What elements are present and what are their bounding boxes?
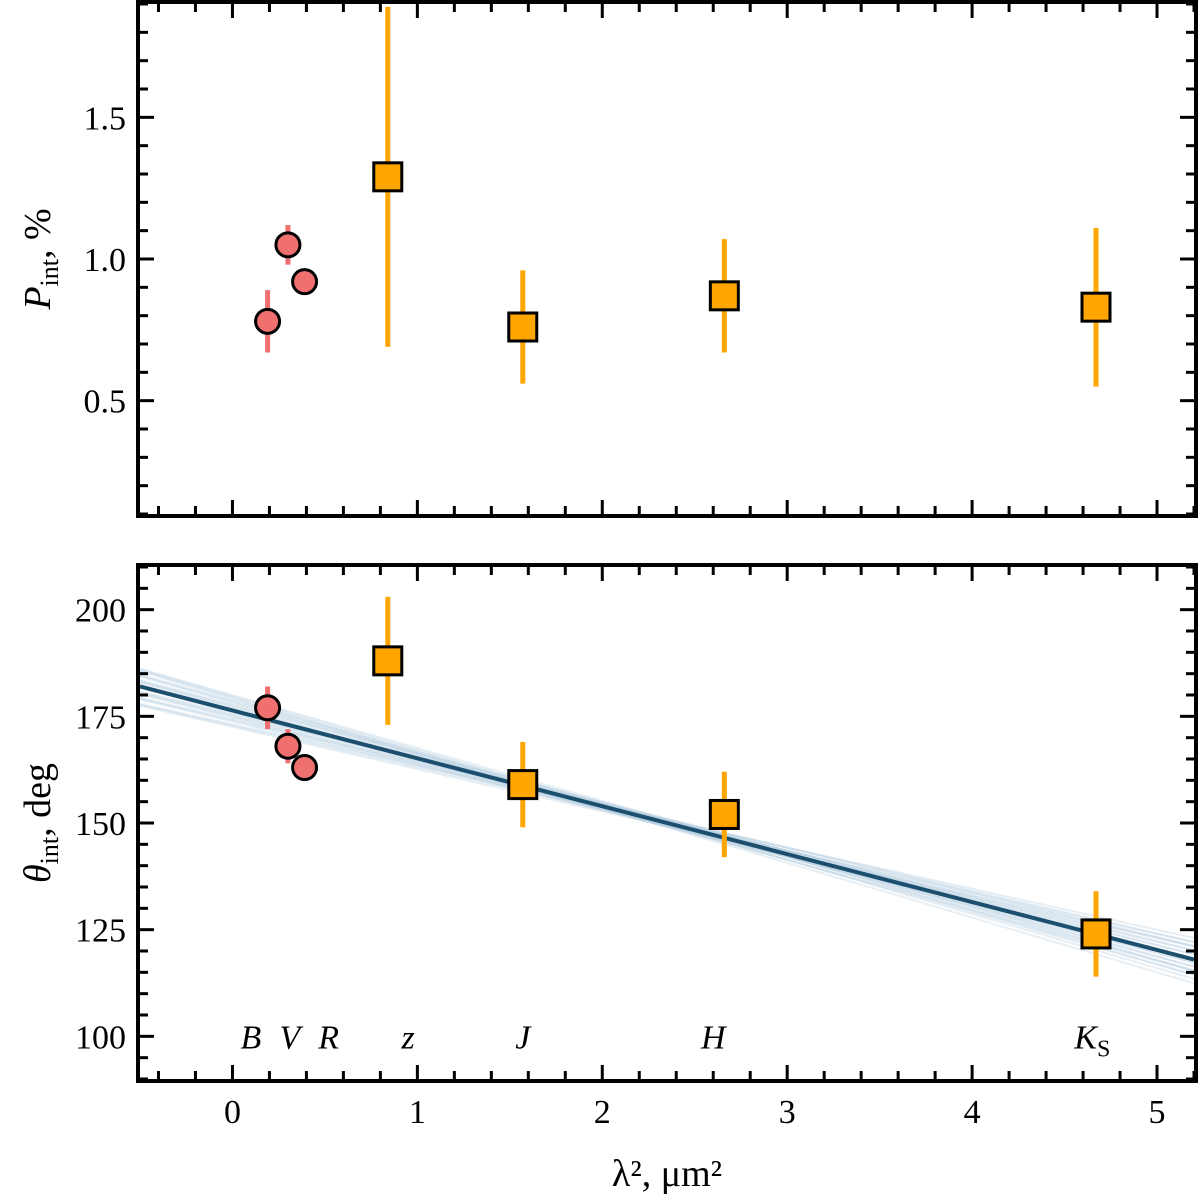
top-plot-content — [254, 6, 1112, 387]
data-point-circle — [254, 307, 282, 335]
y-tick-label: 125 — [75, 913, 126, 950]
top-ticks: 0.5 1.0 1.5 — [84, 2, 1196, 516]
top-panel-frame — [136, 0, 1198, 518]
data-point-circle — [291, 754, 319, 782]
fit-sample-line — [140, 667, 1194, 972]
fit-sample-line — [140, 673, 1194, 968]
data-point-square — [1080, 918, 1112, 950]
band-label: B — [241, 1019, 262, 1056]
band-label: J — [515, 1019, 532, 1056]
data-point-circle — [291, 268, 319, 296]
top-y-axis-title: Pint, % — [17, 208, 64, 310]
y-tick-label: 100 — [75, 1019, 126, 1056]
band-label: R — [317, 1019, 339, 1056]
data-point-square — [708, 798, 740, 830]
y-tick-label: 1.5 — [84, 100, 127, 137]
data-point-circle — [254, 694, 282, 722]
data-point-square — [708, 280, 740, 312]
fit-sample-line — [140, 704, 1194, 948]
fit-sample-line — [140, 696, 1194, 943]
band-label: H — [700, 1019, 728, 1056]
data-point-square — [372, 161, 404, 193]
bottom-plot-content — [140, 596, 1194, 985]
x-axis-title: λ², μm² — [612, 1153, 722, 1195]
bottom-panel-frame — [136, 563, 1198, 1083]
y-tick-label: 150 — [75, 806, 126, 843]
band-label: KS — [1073, 1019, 1110, 1062]
bottom-ticks: 0 1 2 3 4 5 100 125 150 175 200 — [75, 565, 1196, 1131]
top-panel: 0.5 1.0 1.5 Pint, % — [17, 0, 1198, 518]
fit-line — [140, 684, 1194, 962]
y-tick-label: 200 — [75, 593, 126, 630]
data-point-square — [372, 645, 404, 677]
y-tick-label: 1.0 — [84, 242, 127, 279]
data-point-square — [507, 311, 539, 343]
x-tick-label: 0 — [224, 1094, 241, 1131]
x-tick-label: 1 — [409, 1094, 426, 1131]
data-point-square — [507, 769, 539, 801]
x-tick-label: 3 — [779, 1094, 796, 1131]
fit-sample-line — [140, 670, 1194, 985]
x-tick-label: 2 — [594, 1094, 611, 1131]
x-tick-label: 4 — [964, 1094, 981, 1131]
data-point-circle — [274, 732, 302, 760]
fit-sample-line — [140, 679, 1194, 960]
band-label: z — [401, 1019, 415, 1056]
y-tick-label: 175 — [75, 699, 126, 736]
data-point-square — [1080, 291, 1112, 323]
x-tick-label: 5 — [1149, 1094, 1166, 1131]
data-point-circle — [274, 231, 302, 259]
bottom-y-axis-title: θint, deg — [17, 763, 64, 883]
fit-sample-line — [140, 675, 1194, 976]
y-tick-label: 0.5 — [84, 384, 127, 421]
